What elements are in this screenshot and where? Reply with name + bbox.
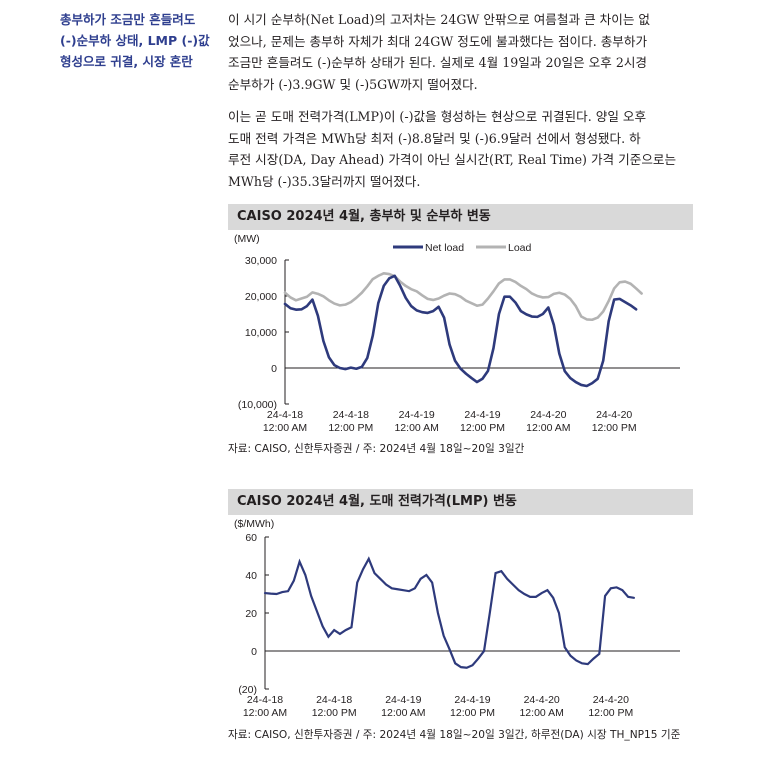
paragraph-line: 도매 전력 가격은 MWh당 최저 (-)8.8달러 및 (-)6.9달러 선에…	[228, 130, 641, 146]
y-tick-label: (10,000)	[238, 399, 277, 411]
x-tick-label-date: 24-4-19	[385, 694, 421, 706]
x-tick-label-time: 12:00 AM	[394, 422, 438, 434]
x-tick-label-time: 12:00 AM	[381, 707, 425, 719]
x-tick-label-date: 24-4-18	[316, 694, 352, 706]
y-tick-label: 60	[245, 532, 257, 544]
paragraph-line: 이는 곧 도매 전력가격(LMP)이 (-)값을 형성하는 현상으로 귀결된다.…	[228, 109, 647, 124]
x-tick-label-time: 12:00 PM	[328, 422, 373, 434]
x-tick-label-date: 24-4-18	[333, 409, 369, 421]
x-tick-label-date: 24-4-18	[267, 409, 303, 421]
x-tick-label-date: 24-4-18	[247, 694, 283, 706]
x-tick-label-time: 12:00 AM	[243, 707, 287, 719]
x-tick-label-date: 24-4-19	[399, 409, 435, 421]
load-chart: (MW)30,00020,00010,0000(10,000)24-4-1812…	[234, 233, 680, 434]
y-tick-label: 0	[251, 646, 257, 658]
y-axis-unit-label: (MW)	[234, 233, 260, 245]
y-tick-label: 20	[245, 608, 257, 620]
lmp-chart-title: CAISO 2024년 4월, 도매 전력가격(LMP) 변동	[228, 489, 693, 515]
x-tick-label-date: 24-4-20	[596, 409, 632, 421]
sidenote-line: 총부하가 조금만 흔들려도	[60, 12, 196, 27]
x-tick-label-time: 12:00 AM	[526, 422, 570, 434]
y-tick-label: 10,000	[245, 327, 277, 339]
y-tick-label: 20,000	[245, 291, 277, 303]
series-line-load	[283, 272, 643, 322]
body-paragraph-2: 이는 곧 도매 전력가격(LMP)이 (-)값을 형성하는 현상으로 귀결된다.…	[228, 106, 696, 192]
paragraph-line: 조금만 흔들려도 (-)순부하 상태가 된다. 실제로 4월 19일과 20일은…	[228, 55, 648, 70]
paragraph-line: 이 시기 순부하(Net Load)의 고저차는 24GW 안팎으로 여름철과 …	[228, 12, 651, 27]
x-tick-label-time: 12:00 PM	[588, 707, 633, 719]
x-tick-label-time: 12:00 PM	[450, 707, 495, 719]
x-tick-label-date: 24-4-19	[454, 694, 490, 706]
y-tick-label: (20)	[238, 684, 257, 696]
legend-label: Load	[508, 242, 532, 254]
y-tick-label: 40	[245, 570, 257, 582]
x-tick-label-date: 24-4-19	[464, 409, 500, 421]
sidenote-line: 형성으로 귀결, 시장 혼란	[60, 54, 193, 69]
sidenote: 총부하가 조금만 흔들려도 (-)순부하 상태, LMP (-)값 형성으로 귀…	[60, 9, 220, 72]
paragraph-line: 순부하가 (-)3.9GW 및 (-)5GW까지 떨어졌다.	[228, 76, 478, 92]
y-axis-unit-label: ($/MWh)	[234, 518, 274, 530]
y-tick-label: 0	[271, 363, 277, 375]
x-tick-label-date: 24-4-20	[593, 694, 629, 706]
series-line-net-load	[283, 274, 638, 388]
x-tick-label-time: 12:00 PM	[312, 707, 357, 719]
x-tick-label-time: 12:00 AM	[263, 422, 307, 434]
x-tick-label-time: 12:00 PM	[460, 422, 505, 434]
lmp-chart-source: 자료: CAISO, 신한투자증권 / 주: 2024년 4월 18일~20일 …	[228, 729, 681, 741]
x-tick-label-time: 12:00 PM	[592, 422, 637, 434]
body-paragraph-1: 이 시기 순부하(Net Load)의 고저차는 24GW 안팎으로 여름철과 …	[228, 9, 696, 95]
paragraph-line: 었으나, 문제는 총부하 자체가 최대 24GW 정도에 불과했다는 점이다. …	[228, 33, 648, 49]
x-tick-label-date: 24-4-20	[530, 409, 566, 421]
x-tick-label-date: 24-4-20	[524, 694, 560, 706]
sidenote-line: (-)순부하 상태, LMP (-)값	[60, 33, 210, 48]
y-tick-label: 30,000	[245, 255, 277, 267]
paragraph-line: 루전 시장(DA, Day Ahead) 가격이 아닌 실시간(RT, Real…	[228, 152, 677, 167]
legend-label: Net load	[425, 242, 464, 254]
series-line-lmp	[263, 556, 635, 669]
load-chart-title: CAISO 2024년 4월, 총부하 및 순부하 변동	[228, 204, 693, 230]
load-chart-source: 자료: CAISO, 신한투자증권 / 주: 2024년 4월 18일~20일 …	[228, 443, 525, 455]
paragraph-line: MWh당 (-)35.3달러까지 떨어졌다.	[228, 173, 421, 189]
x-tick-label-time: 12:00 AM	[519, 707, 563, 719]
